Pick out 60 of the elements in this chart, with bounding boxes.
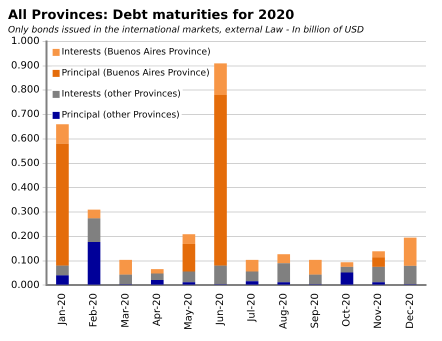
chart-title: All Provinces: Debt maturities for 2020 <box>8 8 294 24</box>
bar <box>150 273 164 280</box>
y-tick-label: 0.200 <box>10 231 40 242</box>
bar <box>150 269 164 274</box>
bar <box>88 242 100 285</box>
x-tick-label: Jan-20 <box>57 293 68 326</box>
y-tick-label: 0.100 <box>10 255 40 266</box>
bar <box>182 234 196 244</box>
x-tick-label: Nov-20 <box>373 293 384 329</box>
x-tick-label: Jul-20 <box>246 293 258 323</box>
bar <box>246 260 258 272</box>
legend-label: Principal (Buenos Aires Province) <box>62 68 210 79</box>
y-tick-label: 0.500 <box>10 158 40 169</box>
bar <box>277 263 290 282</box>
bar <box>246 272 258 282</box>
bar <box>214 95 227 266</box>
bar <box>88 218 100 242</box>
bar <box>372 266 385 282</box>
legend-label: Interests (other Provinces) <box>62 90 181 100</box>
y-tick-label: 1.000 <box>10 36 40 47</box>
x-tick-label: Aug-20 <box>278 293 290 330</box>
bar <box>340 262 354 267</box>
y-tick-label: 0.800 <box>10 84 40 96</box>
legend-label: Interests (Buenos Aires Province) <box>62 48 211 58</box>
bar <box>372 251 385 258</box>
x-tick-label: Oct-20 <box>342 293 353 327</box>
chart-subtitle: Only bonds issued in the international markets, external Law - In billion of USD <box>8 25 364 36</box>
x-tick-label: Mar-20 <box>120 293 132 328</box>
x-tick-label: Feb-20 <box>88 293 100 328</box>
x-tick-label: May-20 <box>183 293 194 330</box>
bar <box>404 238 417 266</box>
bar <box>340 272 354 285</box>
bar <box>150 280 164 285</box>
bar <box>182 272 196 282</box>
bar <box>372 282 385 285</box>
bar <box>214 63 227 96</box>
x-tick-label: Dec-20 <box>404 293 416 329</box>
y-tick-label: 0.600 <box>10 134 40 144</box>
y-tick-label: 0.700 <box>10 109 40 120</box>
legend-label: Principal (other Provinces) <box>62 110 180 121</box>
y-tick-label: 0.000 <box>10 280 40 291</box>
x-tick-label: Apr-20 <box>152 293 163 326</box>
y-tick-label: 0.900 <box>10 60 40 72</box>
bar <box>119 260 132 275</box>
bar <box>309 260 322 275</box>
bar <box>182 244 196 272</box>
bar <box>182 282 196 285</box>
bar <box>277 282 290 285</box>
y-tick-label: 0.300 <box>10 206 40 218</box>
bar <box>56 144 69 266</box>
y-tick-label: 0.400 <box>10 182 40 194</box>
bar <box>56 275 69 285</box>
bar <box>340 266 354 272</box>
x-tick-label: Sep-20 <box>310 293 321 328</box>
bar <box>88 210 100 218</box>
bar <box>277 254 290 264</box>
bar <box>372 257 385 267</box>
bar <box>56 266 69 276</box>
bar <box>56 124 69 144</box>
x-tick-label: Jun-20 <box>215 293 226 326</box>
